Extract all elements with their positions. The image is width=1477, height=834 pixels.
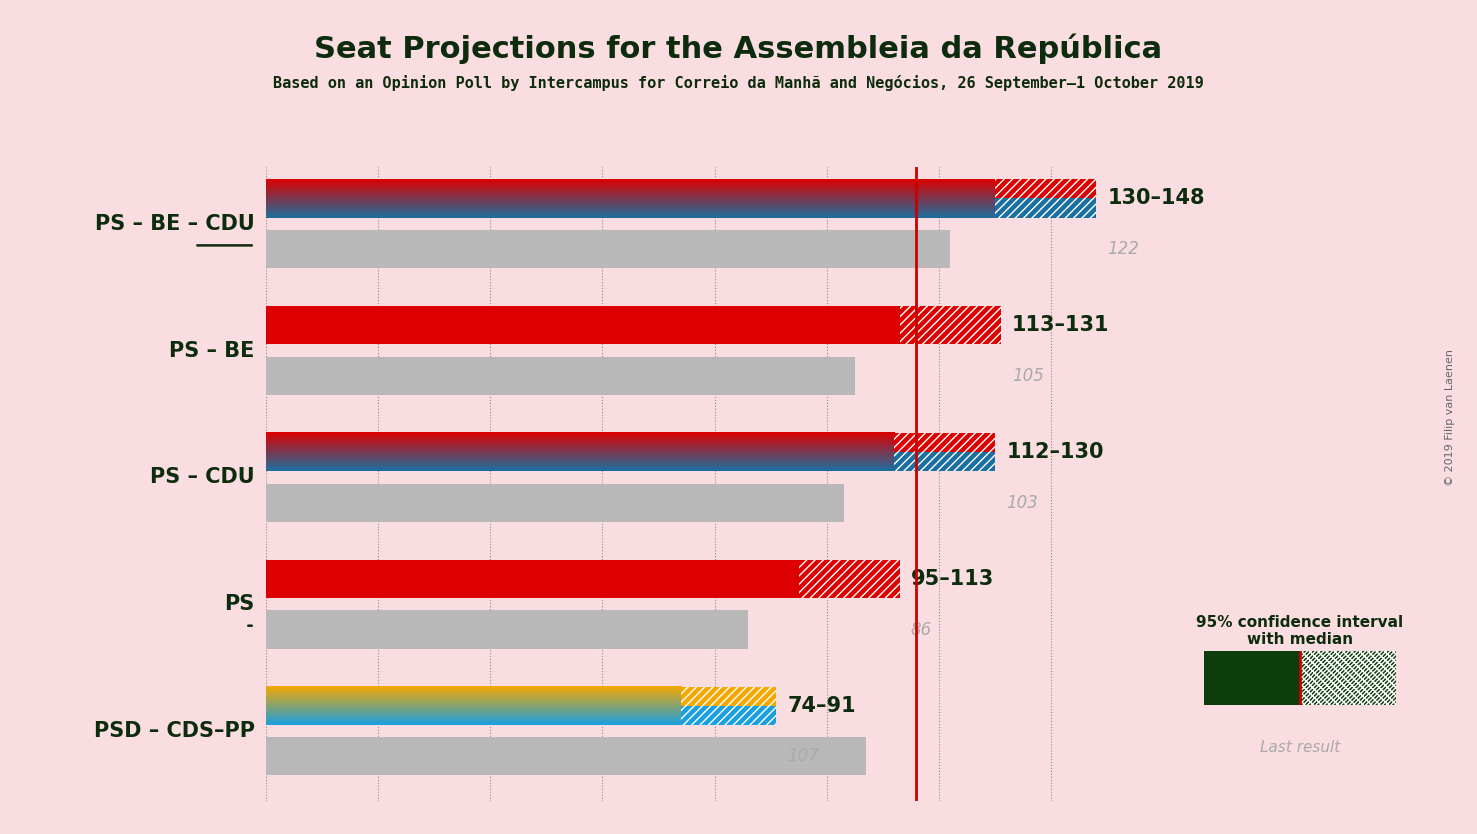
Text: PSD – CDS–PP: PSD – CDS–PP: [93, 721, 254, 741]
Text: 107: 107: [787, 747, 820, 766]
Bar: [799, 560, 899, 598]
Text: 95% confidence interval
with median: 95% confidence interval with median: [1196, 615, 1403, 647]
Text: 103: 103: [1006, 494, 1038, 512]
Bar: [266, 484, 843, 522]
Bar: [266, 357, 855, 395]
Bar: [894, 433, 995, 452]
Text: Last result: Last result: [1260, 740, 1340, 755]
Bar: [995, 198, 1096, 218]
Bar: [1204, 651, 1300, 705]
Text: PS – CDU: PS – CDU: [151, 467, 254, 487]
Bar: [266, 610, 749, 649]
Bar: [995, 179, 1096, 198]
Text: © 2019 Filip van Laenen: © 2019 Filip van Laenen: [1445, 349, 1455, 485]
Bar: [894, 433, 995, 452]
Bar: [899, 306, 1000, 344]
Text: PS – BE – CDU: PS – BE – CDU: [95, 214, 254, 234]
Text: PS: PS: [225, 594, 254, 614]
Text: 113–131: 113–131: [1012, 315, 1109, 335]
Bar: [894, 452, 995, 471]
Bar: [995, 198, 1096, 218]
Text: 122: 122: [1108, 240, 1139, 259]
Text: 105: 105: [1012, 367, 1044, 385]
Text: 95–113: 95–113: [911, 569, 994, 589]
Bar: [681, 686, 777, 706]
Bar: [799, 560, 899, 598]
Text: 86: 86: [911, 620, 932, 639]
Bar: [266, 560, 799, 598]
Text: 130–148: 130–148: [1108, 188, 1205, 208]
Text: Seat Projections for the Assembleia da República: Seat Projections for the Assembleia da R…: [315, 33, 1162, 64]
Bar: [899, 306, 1000, 344]
Bar: [894, 452, 995, 471]
Text: Based on an Opinion Poll by Intercampus for Correio da Manhã and Negócios, 26 Se: Based on an Opinion Poll by Intercampus …: [273, 75, 1204, 91]
Bar: [681, 706, 777, 725]
Bar: [681, 686, 777, 706]
Text: 112–130: 112–130: [1006, 442, 1103, 462]
Text: PS – BE: PS – BE: [170, 340, 254, 360]
Bar: [995, 179, 1096, 198]
Bar: [995, 179, 1096, 198]
Bar: [899, 306, 1000, 344]
Bar: [266, 230, 950, 269]
Bar: [681, 706, 777, 725]
Bar: [1300, 651, 1396, 705]
Text: 74–91: 74–91: [787, 696, 857, 716]
Bar: [266, 737, 866, 776]
Bar: [995, 198, 1096, 218]
Bar: [266, 306, 899, 344]
Bar: [894, 452, 995, 471]
Bar: [681, 706, 777, 725]
Bar: [799, 560, 899, 598]
Bar: [681, 686, 777, 706]
Bar: [894, 433, 995, 452]
